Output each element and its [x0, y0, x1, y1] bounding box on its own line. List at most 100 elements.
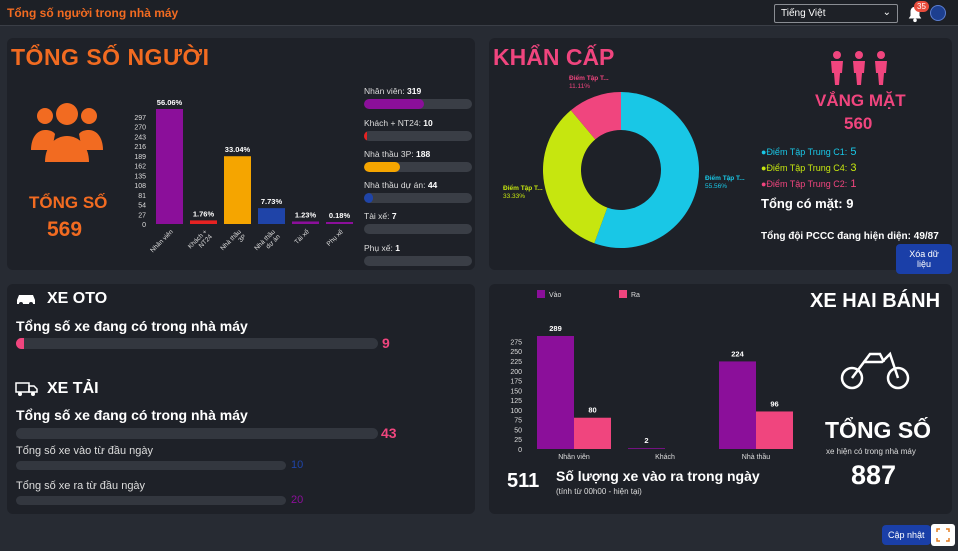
people-list-value: 188: [415, 149, 431, 159]
absent-label: VẮNG MẶT: [815, 91, 906, 110]
people-list-track: [364, 131, 472, 141]
slice-pct-label: 11.11%: [569, 83, 590, 90]
y-tick-label: 125: [510, 398, 522, 405]
people-list-value: 7: [391, 211, 397, 221]
people-list-label: Tài xế: 7: [364, 211, 397, 221]
absent-people-icon: [831, 51, 887, 85]
y-tick-label: 100: [510, 408, 522, 415]
people-list-value: 10: [423, 118, 433, 128]
people-list-fill: [364, 162, 400, 172]
bar: [628, 448, 665, 449]
bar-data-label: 1.76%: [193, 209, 215, 218]
legend-label: Vào: [549, 292, 562, 299]
y-tick-label: 0: [142, 222, 146, 229]
y-tick-label: 135: [134, 173, 146, 180]
slice-label: Điểm Tập T...: [705, 174, 745, 182]
people-list-label: Phụ xế: 1: [364, 243, 400, 253]
fullscreen-button[interactable]: [931, 524, 955, 546]
people-list-track: [364, 224, 472, 234]
pccc-total: Tổng đội PCCC đang hiện diện: 49/87: [761, 231, 939, 242]
motorbike-inout-subtitle: (tính từ 00h00 - hiện tại): [556, 487, 642, 496]
y-tick-label: 162: [134, 164, 146, 171]
people-list-label: Nhà thầu 3P: 188: [364, 149, 431, 159]
update-button[interactable]: Cập nhật: [882, 525, 931, 545]
truck-out-value: 20: [291, 494, 304, 506]
bar: [224, 156, 251, 224]
motorbike-total-value: 887: [851, 460, 897, 490]
motorbike-inout-label: Số lượng xe vào ra trong ngày: [556, 468, 760, 484]
legend-item-value: 5: [850, 146, 857, 158]
bar-data-label: 96: [770, 399, 778, 408]
language-selected-value: Tiếng Việt: [781, 8, 826, 19]
clear-data-button[interactable]: Xóa dữ liệu: [896, 244, 952, 274]
chevron-down-icon: ⌄: [882, 7, 891, 18]
bar: [719, 361, 756, 449]
people-list-value: 1: [395, 243, 400, 253]
bar: [326, 222, 353, 224]
people-list-label: Khách + NT24: 10: [364, 118, 433, 128]
x-tick-label: Nhân viên: [558, 454, 590, 461]
legend-item-label: Điểm Tập Trung C1:: [766, 147, 848, 157]
expand-icon: [936, 528, 950, 542]
y-tick-label: 108: [134, 183, 146, 190]
y-tick-label: 175: [510, 379, 522, 386]
x-tick-label: Tài xế: [292, 227, 311, 246]
bar: [756, 411, 793, 449]
people-list-fill: [364, 131, 368, 141]
language-select[interactable]: Tiếng Việt ⌄: [774, 4, 898, 23]
absent-value: 560: [844, 114, 873, 133]
bar-data-label: 33.04%: [225, 145, 251, 154]
people-list-label: Nhân viên: 319: [364, 86, 422, 96]
bar: [292, 221, 319, 224]
legend-item-label: Điểm Tập Trung C2:: [766, 179, 848, 189]
slice-label: Điểm Tập T...: [503, 184, 543, 192]
donut-slice: [594, 92, 699, 248]
donut-slice: [543, 110, 608, 244]
motorbike-icon: [840, 351, 910, 390]
legend-swatch: [619, 290, 627, 298]
truck-out-label: Tổng số xe ra từ đầu ngày: [16, 480, 146, 492]
people-list-label: Nhà thầu dự án: 44: [364, 180, 438, 190]
motorbike-inout-value: 511: [507, 470, 540, 492]
bar: [190, 220, 217, 224]
bar-data-label: 1.23%: [295, 210, 317, 219]
truck-in-label: Tổng số xe vào từ đầu ngày: [16, 445, 154, 457]
emergency-donut-chart: Điểm Tập T...55.56%Điểm Tập T...33.33%Đi…: [503, 74, 745, 248]
truck-in-track: [16, 461, 286, 470]
people-list-item: Tài xế: 7: [364, 211, 474, 234]
bar: [258, 208, 285, 224]
legend-item-c4: ●Điểm Tập Trung C4: 3: [761, 162, 857, 174]
x-tick-label: Nhân viên: [149, 228, 175, 254]
legend-item-c1: ●Điểm Tập Trung C1: 5: [761, 146, 857, 158]
people-list-item: Nhà thầu dự án: 44: [364, 180, 474, 203]
y-tick-label: 75: [514, 418, 522, 425]
y-tick-label: 50: [514, 427, 522, 434]
people-list-fill: [364, 99, 425, 109]
bar-data-label: 0.18%: [329, 211, 351, 220]
car-title: XE OTO: [47, 290, 108, 307]
motorbike-total-subtitle: xe hiện có trong nhà máy: [826, 447, 916, 456]
truck-value: 43: [381, 425, 397, 441]
people-total-value: 569: [47, 218, 83, 241]
legend-item-value: 1: [850, 178, 857, 190]
vehicle-panel: XE OTO Tổng số xe đang có trong nhà máy …: [7, 284, 475, 514]
car-progress-track: [16, 338, 378, 349]
bar: [537, 336, 574, 449]
car-value: 9: [382, 335, 390, 351]
y-tick-label: 225: [510, 359, 522, 366]
motorbike-bar-chart: 0 25 50 75 100 125 150 175 200 225 250 275 Vào Ra 289 8…: [510, 290, 793, 461]
y-tick-label: 275: [510, 339, 522, 346]
x-tick-label: Nhà thầu: [742, 452, 771, 461]
avatar[interactable]: [930, 5, 946, 21]
people-panel: TỔNG SỐ NGƯỜI TỔNG SỐ 569 0 27 54 81 108 135 1…: [7, 38, 475, 270]
truck-in-value: 10: [291, 459, 304, 471]
y-tick-label: 216: [134, 144, 146, 151]
people-list-item: Khách + NT24: 10: [364, 118, 474, 141]
y-tick-label: 270: [134, 125, 146, 132]
people-total-label: TỔNG SỐ: [29, 193, 108, 212]
people-list-track: [364, 162, 472, 172]
people-bar-chart: 0 27 54 81 108 135 162 189 216 243 270 297 56.06% Nhâ…: [134, 98, 353, 254]
car-icon: [17, 295, 35, 306]
legend-label: Ra: [631, 292, 640, 299]
legend-item-label: Điểm Tập Trung C4:: [766, 163, 848, 173]
